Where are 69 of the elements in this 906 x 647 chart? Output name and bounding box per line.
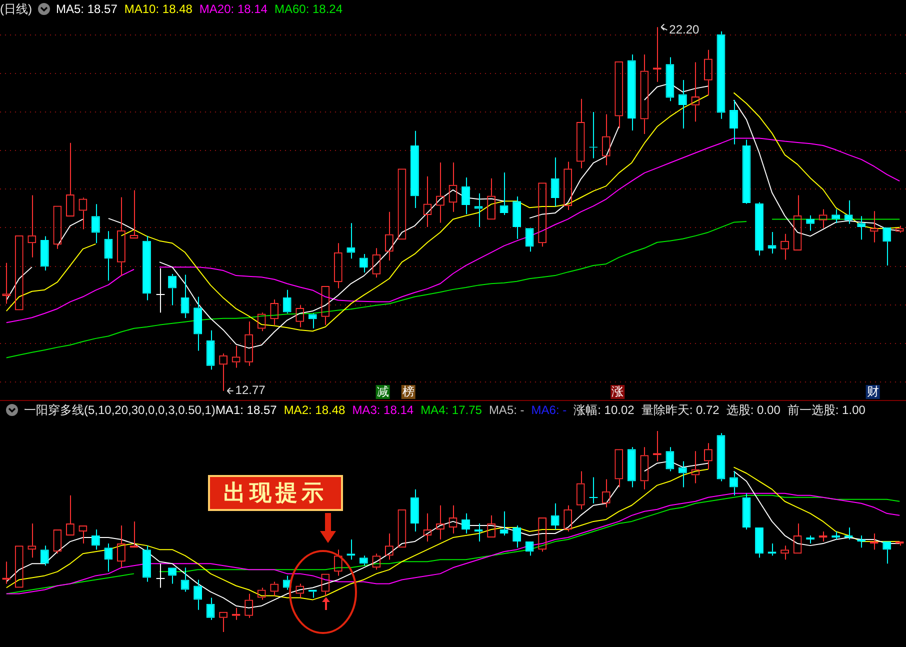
text: MA10: 18.48 bbox=[124, 2, 192, 16]
candlestick bbox=[755, 202, 764, 256]
text: MA20: 18.14 bbox=[199, 2, 268, 16]
text: MA5: 18.57 bbox=[56, 2, 118, 16]
candlestick bbox=[512, 196, 522, 240]
candlestick bbox=[194, 296, 202, 352]
text: 前一选股: 1.00 bbox=[787, 402, 866, 418]
text: MA1: 18.57 bbox=[215, 403, 277, 417]
candlestick bbox=[525, 228, 534, 252]
candlestick bbox=[40, 236, 49, 272]
candlestick bbox=[742, 492, 751, 530]
annotation: 出现提示 bbox=[208, 475, 343, 511]
candlestick bbox=[410, 130, 419, 209]
text: MA3: 18.14 bbox=[352, 403, 414, 417]
text: 涨幅: 10.02 bbox=[574, 402, 634, 418]
candlestick bbox=[346, 222, 356, 260]
candlestick bbox=[755, 527, 764, 558]
annotation: 榜 bbox=[402, 384, 414, 398]
candlestick bbox=[156, 563, 166, 588]
candlestick bbox=[627, 54, 636, 131]
text: MA4: 17.75 bbox=[420, 403, 482, 417]
text: 选股: 0.00 bbox=[726, 402, 780, 418]
candlestick bbox=[870, 533, 878, 550]
candlestick bbox=[194, 579, 202, 610]
candlestick bbox=[474, 192, 483, 228]
annotation: 22.20 bbox=[669, 22, 700, 36]
annotation: 12.77 bbox=[235, 383, 266, 398]
legend-label: MA5: - bbox=[488, 403, 524, 417]
candlestick bbox=[895, 542, 904, 546]
legend-label: MA6: - bbox=[531, 403, 567, 417]
candlestick bbox=[40, 545, 49, 566]
candlestick bbox=[666, 446, 674, 472]
candlestick bbox=[104, 230, 113, 282]
candlestick bbox=[716, 432, 726, 482]
text: MA2: 18.48 bbox=[284, 403, 346, 417]
candlestick bbox=[588, 476, 598, 504]
candlestick bbox=[768, 231, 776, 254]
chart-title: (日线) bbox=[0, 0, 32, 18]
candlestick bbox=[832, 208, 840, 224]
candlestick bbox=[882, 227, 892, 266]
candlestick bbox=[550, 156, 560, 207]
candlestick bbox=[818, 531, 828, 542]
annotation: 减 bbox=[376, 384, 389, 398]
annotation: 涨 bbox=[612, 384, 624, 398]
candlestick bbox=[742, 139, 751, 204]
candlestick bbox=[857, 216, 866, 240]
candlestick bbox=[666, 56, 674, 102]
candlestick bbox=[500, 510, 508, 536]
text: MA60: 18.24 bbox=[274, 2, 343, 16]
candlestick bbox=[308, 312, 317, 329]
candlestick bbox=[156, 268, 166, 314]
candlestick bbox=[282, 289, 292, 314]
candlestick bbox=[462, 177, 470, 215]
candlestick bbox=[512, 524, 522, 548]
candlestick bbox=[730, 100, 738, 145]
text: 量除昨天: 0.72 bbox=[641, 402, 720, 418]
candlestick bbox=[142, 235, 151, 301]
candlestick bbox=[716, 30, 726, 120]
candlestick bbox=[142, 545, 151, 582]
candlestick bbox=[410, 488, 419, 532]
candlestick bbox=[627, 446, 636, 488]
candlestick bbox=[844, 200, 853, 224]
candlestick bbox=[206, 330, 215, 370]
chart-title: 一阳穿多线(5,10,20,30,0,0,3,0.50,1) bbox=[24, 402, 216, 418]
annotation: 财 bbox=[866, 384, 879, 398]
candlestick bbox=[180, 274, 190, 318]
candlestick bbox=[91, 204, 100, 244]
candlestick bbox=[206, 597, 215, 620]
candlestick bbox=[806, 214, 815, 232]
